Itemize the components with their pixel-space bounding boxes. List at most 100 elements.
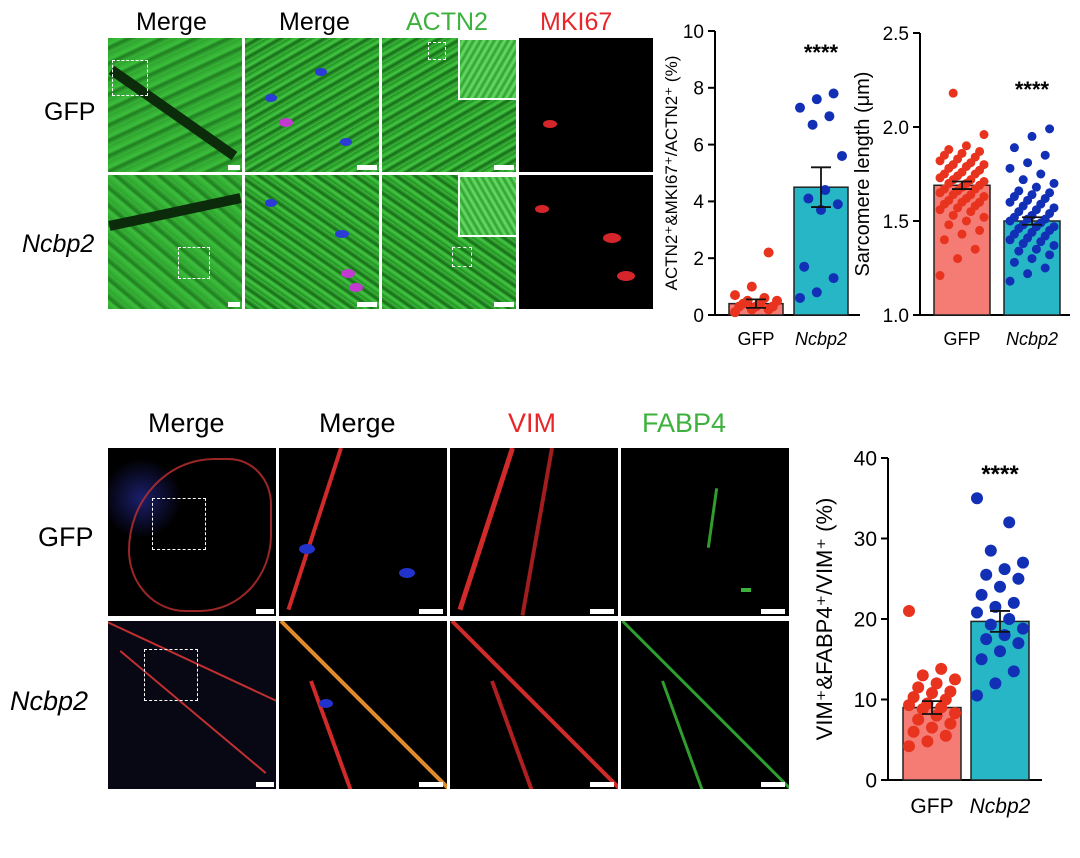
bottom-header-fabp4: FABP4 xyxy=(642,408,727,438)
data-point xyxy=(1049,178,1059,188)
data-point xyxy=(912,713,925,726)
y-axis-label: ACTN2⁺&MKI67⁺/ACTN2⁺ (%) xyxy=(662,56,681,291)
data-point xyxy=(994,580,1006,593)
micrograph-top-gfp-actn2 xyxy=(382,38,516,172)
data-point xyxy=(746,281,757,292)
micrograph-top-ncbp2-merge-zoom xyxy=(245,175,379,309)
micrograph-top-gfp-merge-zoom xyxy=(245,38,379,172)
top-header-merge-1: Merge xyxy=(136,8,207,36)
data-point xyxy=(1009,143,1019,153)
data-point xyxy=(930,677,943,690)
data-point xyxy=(957,229,967,239)
data-point xyxy=(926,687,938,700)
data-point xyxy=(980,568,993,581)
data-point xyxy=(961,141,971,151)
data-point xyxy=(1040,263,1050,273)
data-point xyxy=(803,193,814,204)
data-point xyxy=(975,225,985,235)
data-point xyxy=(1017,622,1029,635)
data-point xyxy=(953,254,963,264)
data-point xyxy=(1017,556,1029,569)
y-tick-label: 1.5 xyxy=(883,212,909,233)
y-tick-label: 6 xyxy=(693,135,704,156)
data-point xyxy=(1012,572,1025,585)
data-point xyxy=(772,295,782,306)
micrograph-bottom-ncbp2-vim xyxy=(450,621,618,789)
x-tick-label-gfp: GFP xyxy=(910,795,953,818)
micrograph-bottom-gfp-fabp4 xyxy=(621,448,789,616)
data-point xyxy=(957,148,967,158)
data-point xyxy=(916,669,929,682)
top-row-label-ncbp2: Ncbp2 xyxy=(22,230,95,258)
micrograph-bottom-ncbp2-fabp4 xyxy=(621,621,789,789)
top-header-actn2: ACTN2 xyxy=(406,8,488,36)
data-point xyxy=(1023,269,1033,279)
data-point xyxy=(939,235,949,245)
data-point xyxy=(979,177,989,187)
data-point xyxy=(820,185,831,196)
chart-vim-fabp4: 0 10 20 30 40 VIM⁺&FABP4⁺/VIM⁺ (%) GFP Ncbp2 ***… xyxy=(812,448,1042,818)
x-tick-label-ncbp2: Ncbp2 xyxy=(795,329,847,349)
data-point xyxy=(807,119,818,130)
data-point xyxy=(1045,124,1055,134)
y-axis-label: Sarcomere length (μm) xyxy=(852,72,874,277)
y-tick-label: 0 xyxy=(865,770,877,793)
data-point xyxy=(984,544,997,557)
data-point xyxy=(811,94,822,105)
data-point xyxy=(1031,182,1041,192)
micrograph-bottom-gfp-vim xyxy=(450,448,618,616)
data-point xyxy=(828,273,839,284)
data-point xyxy=(1036,169,1046,179)
data-point xyxy=(926,721,938,734)
data-point xyxy=(1027,254,1037,264)
y-tick-label: 40 xyxy=(854,448,877,471)
data-point xyxy=(1049,203,1059,213)
data-point xyxy=(989,677,1002,690)
data-point xyxy=(984,618,997,631)
y-tick-label: 2.0 xyxy=(883,118,909,139)
data-point xyxy=(998,563,1011,576)
data-point xyxy=(975,653,988,666)
data-point xyxy=(763,247,774,258)
data-point xyxy=(939,729,952,742)
data-point xyxy=(949,707,961,720)
top-header-merge-2: Merge xyxy=(279,8,350,36)
data-point xyxy=(795,292,805,303)
data-point xyxy=(1014,186,1024,196)
data-point xyxy=(912,681,925,694)
data-point xyxy=(907,725,920,738)
data-point xyxy=(903,740,915,753)
data-point xyxy=(970,244,980,254)
y-tick-label: 0 xyxy=(693,306,704,327)
data-point xyxy=(979,212,989,222)
x-tick-label-ncbp2: Ncbp2 xyxy=(1006,329,1058,349)
data-point xyxy=(921,735,934,748)
data-point xyxy=(742,295,753,306)
data-point xyxy=(944,717,957,730)
top-header-mki67: MKI67 xyxy=(540,8,613,36)
data-point xyxy=(1003,516,1016,529)
data-point xyxy=(1005,163,1015,173)
micrograph-bottom-ncbp2-merge-overview xyxy=(108,621,276,789)
bottom-header-merge-2: Merge xyxy=(319,408,396,438)
x-tick-label-gfp: GFP xyxy=(737,329,774,349)
y-tick-label: 20 xyxy=(854,609,877,632)
data-point xyxy=(1007,596,1020,609)
data-point xyxy=(1031,244,1041,254)
data-point xyxy=(1027,190,1037,200)
significance-label: **** xyxy=(981,461,1019,488)
data-point xyxy=(730,290,740,301)
data-point xyxy=(975,588,988,601)
data-point xyxy=(979,160,989,170)
data-point xyxy=(1009,257,1019,267)
data-point xyxy=(759,292,770,303)
micrograph-bottom-gfp-merge-zoom xyxy=(279,448,447,616)
data-point xyxy=(1018,175,1028,185)
y-tick-label: 8 xyxy=(693,79,704,100)
data-point xyxy=(799,261,810,272)
y-tick-label: 4 xyxy=(693,192,704,213)
data-point xyxy=(935,662,948,675)
data-point xyxy=(1027,131,1037,141)
micrograph-top-gfp-merge-overview xyxy=(108,38,242,172)
